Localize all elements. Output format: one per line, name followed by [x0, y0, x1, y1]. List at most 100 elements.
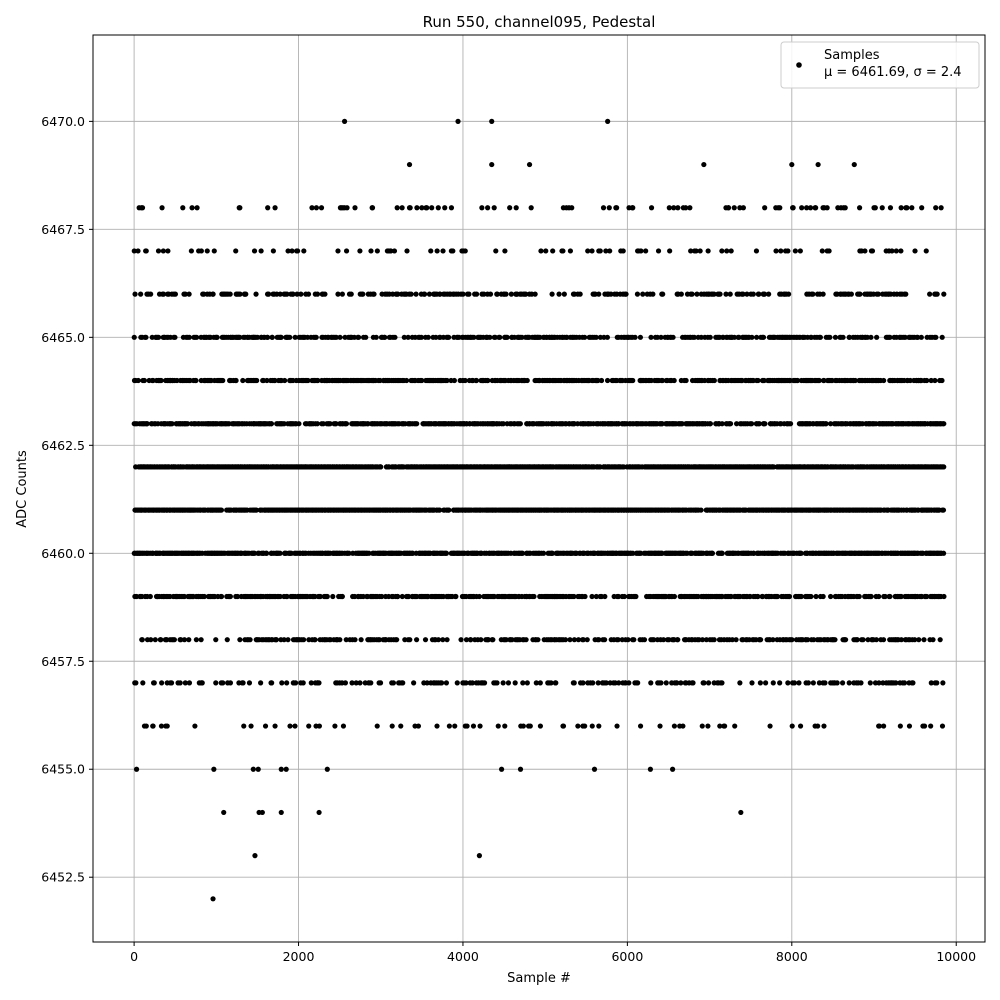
data-point [698, 507, 704, 513]
data-point [497, 334, 503, 340]
data-point [477, 723, 483, 729]
data-point [749, 421, 755, 427]
data-point [683, 377, 689, 384]
data-point [876, 680, 882, 686]
data-point [186, 637, 192, 643]
data-point [634, 291, 641, 297]
data-point [498, 766, 505, 772]
data-point [434, 248, 440, 254]
data-point [210, 896, 216, 902]
data-point [378, 464, 384, 470]
data-point [637, 723, 644, 729]
data-point [666, 205, 672, 211]
data-point [595, 680, 601, 686]
data-point [663, 680, 669, 686]
data-point [631, 637, 637, 643]
data-point [823, 421, 829, 427]
data-point [268, 421, 275, 427]
data-point [897, 723, 903, 729]
data-point [463, 680, 469, 686]
data-point [898, 637, 904, 643]
data-point [537, 723, 544, 729]
data-point [435, 205, 441, 211]
data-point [898, 593, 904, 600]
data-point [675, 205, 681, 211]
data-point [869, 248, 876, 254]
data-point [711, 377, 717, 384]
data-point [485, 637, 491, 643]
data-point [419, 205, 425, 211]
data-point [374, 248, 380, 254]
data-point [220, 680, 226, 686]
data-point [148, 291, 154, 297]
data-point [766, 291, 772, 297]
data-point [910, 680, 916, 686]
data-point [284, 593, 290, 600]
data-point [193, 377, 199, 384]
data-point [537, 680, 543, 686]
data-point [811, 637, 817, 643]
data-point [703, 637, 710, 643]
data-point [265, 205, 271, 211]
data-point [470, 723, 477, 729]
data-point [616, 680, 622, 686]
data-point [938, 205, 944, 211]
data-point [172, 334, 178, 340]
data-point [719, 680, 725, 686]
data-point [503, 637, 509, 643]
data-point [452, 723, 458, 729]
data-point [339, 593, 345, 600]
data-point [941, 550, 947, 556]
data-point [717, 291, 723, 297]
data-point [615, 593, 622, 600]
data-point [550, 248, 556, 254]
data-point [813, 593, 819, 600]
data-point [589, 248, 595, 254]
data-point [758, 637, 764, 643]
data-point [932, 377, 938, 384]
data-point [479, 205, 485, 211]
data-point [189, 205, 195, 211]
data-point [524, 377, 530, 384]
data-point [278, 809, 284, 816]
data-point [255, 766, 261, 772]
data-point [876, 723, 882, 729]
data-point [562, 637, 569, 643]
data-points [131, 118, 947, 902]
data-point [490, 637, 496, 643]
data-point [778, 248, 784, 254]
data-point [880, 637, 887, 643]
data-point [308, 680, 314, 686]
data-point [785, 680, 791, 686]
data-point [254, 377, 260, 384]
data-point [904, 205, 910, 211]
data-point [343, 637, 349, 643]
data-point [451, 377, 457, 384]
data-point [709, 550, 716, 556]
data-point [524, 680, 530, 686]
data-point [699, 723, 705, 729]
data-point [287, 723, 293, 729]
data-point [827, 334, 833, 340]
data-point [828, 593, 834, 600]
data-point [330, 593, 336, 600]
data-point [422, 291, 428, 297]
data-point [777, 680, 783, 686]
data-point [770, 680, 776, 686]
data-point [429, 205, 435, 211]
data-point [873, 637, 880, 643]
data-point [186, 680, 193, 686]
data-point [186, 334, 192, 340]
data-point [352, 637, 358, 643]
data-point [272, 723, 278, 729]
data-point [846, 680, 852, 686]
data-point [403, 377, 410, 384]
data-point [582, 723, 588, 729]
data-point [887, 593, 893, 600]
data-point [566, 205, 572, 211]
data-point [876, 593, 882, 600]
data-point [455, 118, 461, 124]
data-point [533, 680, 539, 686]
data-point [749, 334, 755, 340]
